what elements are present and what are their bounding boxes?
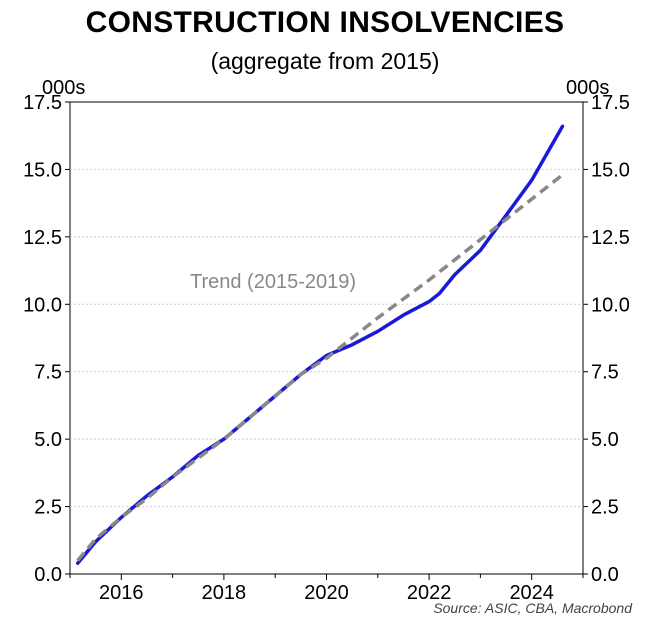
y-axis-unit-right: 000s [566,77,610,99]
axis-ticks [65,101,588,580]
trend-series-line [76,173,564,562]
x-tick-label: 2020 [304,582,349,604]
y-tick-label-right: 15.0 [591,159,630,181]
y-tick-label-left: 10.0 [23,294,62,316]
x-tick-label: 2022 [407,582,452,604]
plot-area [69,101,584,575]
y-tick-label-left: 0.0 [34,564,62,586]
x-tick-label: 2018 [202,582,247,604]
y-tick-label-right: 12.5 [591,227,630,249]
source-note: Source: ASIC, CBA, Macrobond [433,600,632,616]
y-tick-label-right: 0.0 [591,564,619,586]
chart-title: CONSTRUCTION INSOLVENCIES [85,6,565,39]
y-tick-label-right: 17.5 [591,92,630,114]
y-tick-label-left: 7.5 [34,362,62,384]
y-tick-label-left: 12.5 [23,227,62,249]
chart-subtitle: (aggregate from 2015) [210,48,440,74]
x-tick-label: 2024 [509,582,554,604]
x-tick-label: 2016 [99,582,144,604]
y-tick-label-right: 2.5 [591,497,619,519]
y-tick-label-right: 7.5 [591,362,619,384]
y-tick-label-left: 17.5 [23,92,62,114]
y-axis-unit-left: 000s [42,77,86,99]
y-tick-label-left: 2.5 [34,497,62,519]
y-tick-label-left: 15.0 [23,159,62,181]
y-tick-label-right: 5.0 [591,429,619,451]
y-tick-label-right: 10.0 [591,294,630,316]
y-tick-label-left: 5.0 [34,429,62,451]
series-lines [75,124,565,565]
grid-lines [70,168,583,508]
tick-labels: 0.0 0.0 2.5 2.5 5.0 5.0 7.5 7.5 10.0 10.0 12.5 12.5… [23,92,630,604]
trend-annotation: Trend (2015-2019) [190,271,356,293]
